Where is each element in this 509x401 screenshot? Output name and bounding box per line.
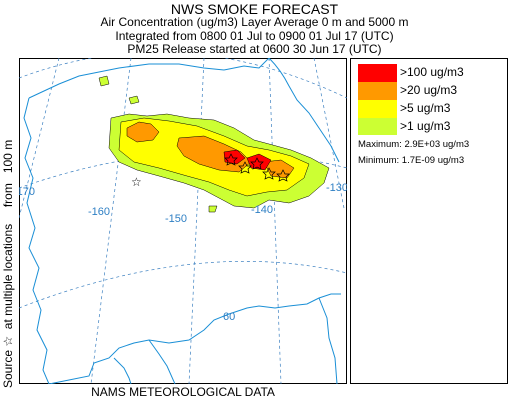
lon-label-minus160: -160 [88, 206, 110, 218]
source-location-label: Source ☆ at multiple locations from 100 … [1, 140, 15, 388]
legend-swatch-gt5 [358, 100, 397, 118]
legend-swatch-gt100 [358, 64, 397, 82]
legend-swatch-gt1 [358, 118, 397, 135]
fire-source-markers [224, 153, 290, 182]
legend-swatch-gt20 [358, 82, 397, 100]
concentration-subtitle: Air Concentration (ug/m3) Layer Average … [100, 15, 409, 29]
source-marker: ☆ [131, 175, 142, 189]
lon-label-minus130: -130 [326, 182, 348, 194]
legend-minimum: Minimum: 1.7E-09 ug/m3 [358, 155, 465, 166]
meteorological-data-label: NAMS METEOROLOGICAL DATA [91, 385, 275, 399]
chart-title: NWS SMOKE FORECAST [170, 1, 339, 17]
legend: >100 ug/m3 >20 ug/m3 >5 ug/m3 >1 ug/m3 M… [350, 58, 509, 385]
integration-period: Integrated from 0800 01 Jul to 0900 01 J… [115, 29, 394, 43]
lat-label-60: 60 [223, 311, 235, 323]
legend-label-gt1: >1 ug/m3 [400, 119, 451, 133]
source-location-label-container: Source ☆ at multiple locations from 100 … [0, 57, 17, 390]
smoke-map: ☆ -170 -160 -150 -140 -130 60 [19, 58, 348, 390]
release-start: PM25 Release started at 0600 30 Jun 17 (… [127, 42, 382, 56]
legend-label-gt100: >100 ug/m3 [400, 65, 464, 79]
lon-label-minus150: -150 [165, 213, 187, 225]
legend-label-gt5: >5 ug/m3 [400, 101, 451, 115]
map-frame [19, 58, 347, 384]
coastline [23, 58, 341, 384]
lon-label-minus140: -140 [251, 204, 273, 216]
lon-label-minus170: -170 [19, 186, 35, 198]
legend-label-gt20: >20 ug/m3 [400, 83, 458, 97]
legend-maximum: Maximum: 2.9E+03 ug/m3 [358, 139, 470, 150]
